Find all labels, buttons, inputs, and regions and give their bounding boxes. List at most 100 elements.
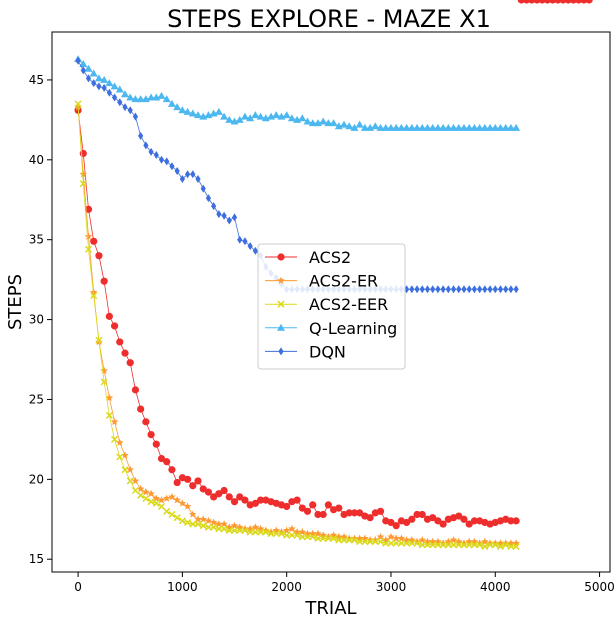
data-point-acs2 — [256, 496, 265, 504]
data-point-acs2-eer — [319, 534, 327, 542]
data-point-acs2-er — [209, 518, 218, 526]
data-point-q-learning — [298, 114, 307, 122]
data-point-q-learning — [220, 112, 229, 120]
data-point-acs2-eer — [142, 494, 150, 503]
legend-label: ACS2-ER — [309, 272, 378, 291]
data-point-acs2-eer — [371, 538, 379, 546]
data-point-acs2-er — [136, 484, 145, 493]
data-point-acs2 — [210, 493, 218, 501]
data-point-dqn — [205, 194, 212, 203]
data-point-acs2-er — [142, 488, 150, 496]
data-point-acs2-eer — [262, 528, 270, 536]
data-point-q-learning — [167, 99, 176, 107]
data-point-acs2 — [512, 517, 520, 525]
data-point-acs2 — [366, 514, 374, 522]
data-point-acs2-eer — [157, 502, 166, 511]
data-point-acs2-er — [194, 515, 202, 523]
data-point-acs2 — [324, 501, 332, 509]
data-point-acs2-er — [121, 451, 129, 459]
y-tick-label: 15 — [29, 552, 44, 566]
data-point-acs2-eer — [267, 530, 275, 538]
data-point-acs2 — [121, 349, 129, 357]
data-point-q-learning — [470, 123, 479, 131]
data-point-dqn — [430, 285, 436, 294]
legend-marker-acs2-eer — [277, 300, 285, 308]
data-point-acs2 — [126, 359, 134, 367]
data-point-acs2 — [95, 252, 103, 260]
x-tick-label: 4000 — [480, 580, 511, 594]
data-point-acs2-eer — [277, 530, 285, 538]
data-point-acs2-eer — [74, 100, 82, 108]
data-point-acs2-eer — [116, 453, 124, 461]
data-point-dqn — [221, 211, 227, 220]
data-point-q-learning — [178, 106, 187, 114]
data-point-acs2-er — [298, 528, 307, 536]
data-point-acs2-eer — [126, 477, 134, 485]
data-point-acs2-eer — [502, 541, 510, 549]
data-point-dqn — [466, 285, 472, 294]
data-point-q-learning — [89, 69, 98, 77]
data-point-acs2-er — [115, 438, 124, 446]
data-point-q-learning — [324, 119, 333, 127]
data-point-dqn — [80, 66, 86, 75]
data-point-acs2 — [350, 509, 359, 517]
data-point-dqn — [226, 216, 232, 225]
data-point-acs2-er — [397, 534, 406, 542]
data-point-acs2-eer — [152, 499, 160, 507]
data-point-acs2 — [507, 517, 515, 525]
data-point-q-learning — [225, 115, 234, 123]
data-point-q-learning — [407, 123, 416, 131]
data-point-q-learning — [501, 123, 510, 131]
data-point-acs2-eer — [434, 541, 442, 549]
data-point-dqn — [122, 103, 128, 112]
data-point-acs2-eer — [184, 518, 192, 527]
data-point-acs2-eer — [481, 542, 489, 550]
data-point-acs2 — [460, 515, 468, 523]
data-point-acs2 — [105, 312, 113, 320]
data-point-acs2-er — [79, 170, 88, 178]
legend-marker-dqn — [278, 347, 284, 356]
data-point-dqn — [461, 285, 467, 294]
data-point-acs2-er — [418, 536, 427, 544]
data-point-dqn — [247, 242, 253, 251]
data-point-acs2-er — [220, 520, 228, 528]
data-point-acs2-eer — [189, 520, 197, 528]
data-point-dqn — [101, 83, 107, 92]
data-point-acs2-er — [449, 536, 458, 544]
data-point-q-learning — [319, 117, 328, 125]
data-point-q-learning — [491, 123, 500, 131]
data-point-acs2 — [314, 510, 322, 519]
data-point-q-learning — [402, 123, 411, 131]
data-point-acs2-er — [282, 526, 291, 534]
data-point-acs2-eer — [283, 531, 291, 539]
data-point-acs2 — [230, 498, 239, 506]
data-point-acs2 — [152, 440, 160, 448]
data-point-acs2-eer — [439, 541, 447, 549]
data-point-acs2-eer — [95, 336, 103, 344]
data-point-acs2 — [309, 501, 317, 509]
data-point-acs2-eer — [272, 530, 280, 538]
data-point-acs2-eer — [90, 292, 98, 300]
data-point-dqn — [216, 210, 222, 219]
data-point-acs2 — [215, 490, 223, 498]
data-point-acs2 — [147, 431, 155, 439]
x-tick-label: 0 — [74, 580, 82, 594]
data-point-q-learning — [272, 111, 281, 119]
data-point-acs2-eer — [293, 531, 301, 539]
data-point-acs2-eer — [173, 514, 181, 522]
data-point-acs2-er — [314, 529, 322, 537]
data-point-acs2-er — [110, 417, 119, 426]
data-point-acs2-eer — [444, 541, 452, 549]
data-point-acs2-eer — [111, 435, 119, 443]
data-point-acs2-eer — [377, 538, 385, 546]
data-point-dqn — [492, 285, 498, 294]
data-point-acs2 — [225, 493, 233, 501]
data-point-acs2-er — [204, 516, 213, 525]
data-point-acs2-eer — [413, 539, 421, 547]
x-tick-label: 1000 — [167, 580, 198, 594]
data-point-acs2 — [163, 458, 171, 466]
data-point-acs2-er — [152, 494, 161, 502]
data-point-acs2-eer — [465, 541, 473, 549]
data-point-dqn — [252, 246, 258, 255]
data-point-q-learning — [397, 123, 406, 131]
